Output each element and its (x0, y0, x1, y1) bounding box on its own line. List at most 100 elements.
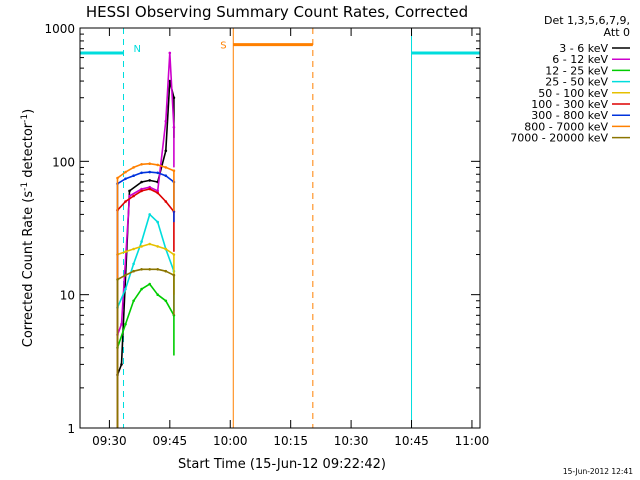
series-point-7-7 (172, 169, 176, 172)
series-point-0-6 (164, 149, 168, 153)
legend-label-6: 300 - 800 keV (531, 109, 608, 122)
x-tick-label-4: 10:30 (334, 434, 369, 448)
series-point-8-7 (172, 273, 176, 277)
series-point-3-2 (132, 262, 135, 266)
series-point-8-6 (164, 269, 168, 273)
series-point-8-5 (156, 268, 159, 271)
series-point-0-3 (140, 180, 143, 184)
plot-frame (79, 27, 481, 429)
legend-header-line-1: Det 1,3,5,6,7,9, (544, 14, 630, 27)
x-tick-label-2: 10:00 (213, 434, 248, 448)
series-line-7000-20000-keV (116, 268, 175, 428)
series-line-50-100-keV (116, 243, 175, 428)
series-point-2-1 (124, 322, 127, 326)
series-point-2-3 (140, 287, 143, 291)
series-point-7-5 (156, 163, 159, 167)
series-point-2-4 (148, 282, 151, 286)
x-tick-label-0: 09:30 (92, 434, 127, 448)
legend-label-8: 7000 - 20000 keV (510, 132, 608, 145)
series-point-6-2 (132, 174, 135, 177)
series-point-2-6 (164, 299, 168, 303)
y-axis-label-sup2: -1 (20, 114, 30, 123)
legend-label-0: 3 - 6 keV (559, 42, 608, 55)
y-axis-label-sup1: -1 (20, 182, 30, 191)
series-point-3-3 (140, 240, 143, 243)
series-point-8-2 (132, 269, 135, 273)
series-point-5-6 (164, 200, 168, 203)
series-point-1-4 (148, 185, 151, 189)
series-point-5-3 (140, 189, 143, 193)
x-axis-label: Start Time (15-Jun-12 09:22:42) (178, 457, 386, 472)
series-point-0-1 (120, 363, 123, 366)
series-point-8-3 (140, 268, 143, 271)
series-point-6-6 (164, 174, 168, 177)
y-tick-label-2: 100 (52, 155, 75, 169)
series-point-7-4 (148, 162, 151, 165)
series-point-7-6 (164, 166, 168, 169)
series-layer (116, 51, 176, 428)
series-point-6-5 (156, 171, 159, 175)
series-point-1-5 (156, 189, 159, 193)
series-line-100-300-keV (116, 188, 175, 428)
series-point-1-7 (168, 51, 172, 55)
series-point-1-8 (172, 126, 176, 129)
y-axis-label-main: Corrected Count Rate (s (21, 191, 36, 348)
series-point-7-1 (124, 170, 127, 174)
series-line-300-800-keV (116, 171, 175, 428)
series-point-4-3 (140, 245, 143, 248)
series-line-800-7000-keV (116, 162, 175, 428)
x-tick-label-1: 09:45 (153, 434, 188, 448)
legend-label-4: 50 - 100 keV (538, 87, 608, 100)
series-point-4-2 (132, 247, 135, 251)
series-point-6-1 (124, 177, 127, 181)
series-point-0-4 (148, 179, 151, 182)
series-point-0-2 (128, 189, 131, 193)
series-point-1-6 (164, 119, 168, 123)
series-point-5-2 (132, 194, 135, 198)
series-point-8-1 (124, 273, 127, 277)
series-line-12-25-keV (116, 283, 175, 428)
series-point-3-4 (148, 213, 151, 216)
series-point-3-1 (124, 287, 127, 291)
y-axis-label-end: ) (21, 109, 36, 114)
series-point-6-3 (140, 171, 143, 175)
series-line-6-12-keV (116, 52, 175, 428)
series-point-2-2 (132, 299, 135, 303)
y-axis: 1 10 100 1000 (44, 22, 480, 436)
series-point-1-1 (120, 322, 123, 326)
x-tick-label-5: 10:45 (394, 434, 429, 448)
chart-title: HESSI Observing Summary Count Rates, Cor… (86, 3, 468, 21)
series-point-5-1 (124, 200, 127, 203)
series-point-7-2 (132, 166, 135, 169)
y-tick-label-1: 10 (60, 289, 75, 303)
series-point-8-4 (148, 268, 151, 271)
series-point-8-0 (116, 278, 119, 281)
legend-label-2: 12 - 25 keV (545, 64, 608, 77)
legend-label-7: 800 - 7000 keV (524, 120, 608, 133)
x-axis: 09:30 09:45 10:00 10:15 10:30 10:45 11:00 (92, 28, 489, 448)
series-line-25-50-keV (116, 213, 175, 428)
series-point-0-7 (168, 79, 172, 83)
legend-label-1: 6 - 12 keV (552, 53, 608, 66)
series-point-0-8 (172, 96, 176, 99)
timestamp: 15-Jun-2012 12:41 (563, 467, 633, 476)
legend-header-line-2: Att 0 (604, 26, 630, 39)
series-point-3-5 (156, 220, 159, 224)
series-point-1-3 (140, 187, 143, 191)
series-point-7-0 (116, 176, 119, 180)
y-axis-label: Corrected Count Rate (s-1 detector-1) (20, 109, 36, 347)
y-axis-label-mid: detector (21, 122, 36, 182)
series-point-4-7 (172, 253, 176, 256)
series-point-5-5 (156, 191, 159, 195)
series-point-4-1 (124, 250, 127, 253)
series-point-2-5 (156, 293, 159, 297)
series-point-4-4 (148, 242, 151, 246)
night-flag-label-0: N (134, 44, 141, 55)
series-point-6-4 (148, 170, 151, 174)
y-tick-label-0: 1 (67, 422, 75, 436)
